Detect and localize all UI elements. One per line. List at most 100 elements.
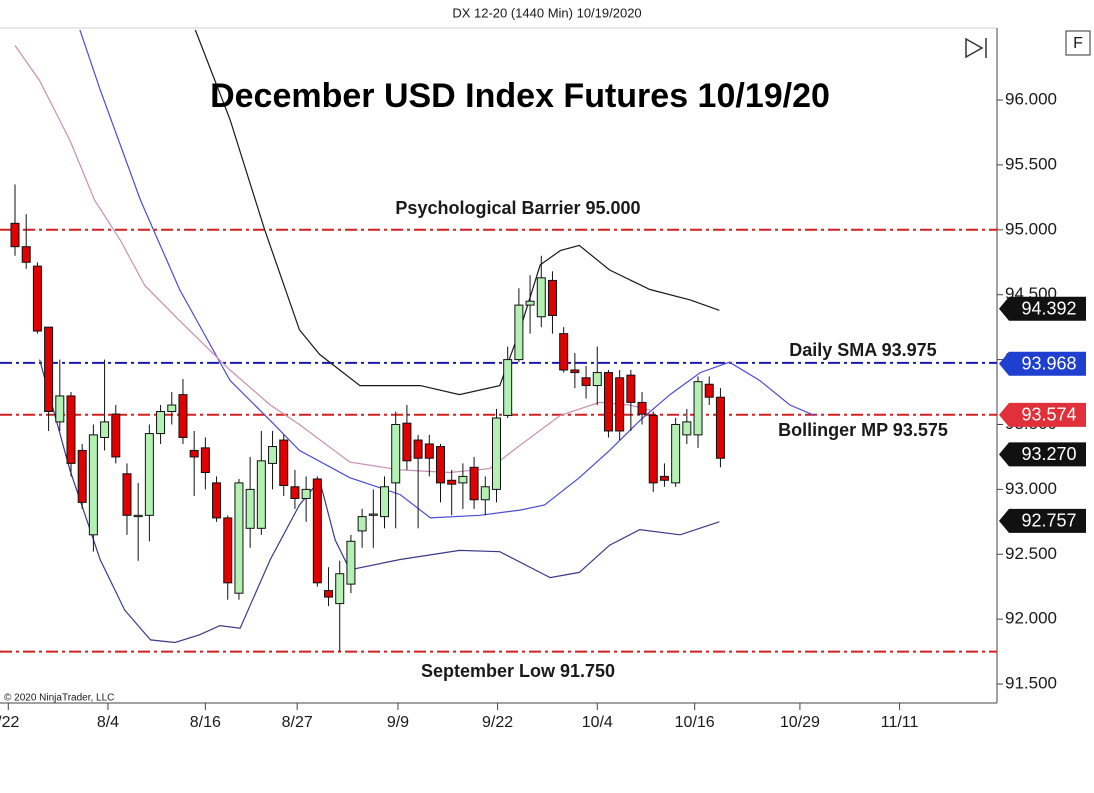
candle-body — [346, 540, 356, 585]
indicator-line — [14, 45, 651, 474]
candle-body — [189, 449, 199, 458]
x-tick-label: 10/4 — [582, 714, 613, 731]
y-tick-label: 96.000 — [1005, 90, 1057, 109]
chart-header: DX 12-20 (1440 Min) 10/19/2020 — [452, 5, 641, 20]
price-tag-label: 93.968 — [1021, 353, 1076, 373]
candle-body — [268, 446, 278, 464]
candle-body — [413, 439, 423, 459]
candle-body — [178, 394, 188, 438]
indicator-line — [194, 29, 720, 396]
x-tick-label: 10/16 — [675, 714, 715, 731]
price-tag — [999, 442, 1086, 467]
level-annotation: September Low 91.750 — [421, 661, 615, 681]
candle-body — [357, 516, 367, 532]
play-icon — [965, 37, 984, 59]
candle-body — [704, 383, 714, 398]
x-tick-label: 9/9 — [387, 714, 409, 731]
indicator-line — [79, 29, 815, 519]
candle-body — [167, 404, 177, 413]
level-annotation: Bollinger MP 93.575 — [778, 420, 948, 440]
candle-body — [592, 372, 602, 387]
y-tick-label: 91.500 — [1005, 674, 1057, 693]
candle-body — [88, 434, 98, 536]
candle-body — [435, 446, 445, 484]
candle-body — [682, 421, 692, 436]
chart-title: December USD Index Futures 10/19/20 — [210, 77, 830, 115]
candle-body — [77, 449, 87, 503]
f-button[interactable]: F — [1065, 30, 1091, 56]
candle-body — [133, 514, 143, 518]
button-label: F — [1073, 35, 1083, 52]
candle-body — [547, 279, 557, 316]
candle-body — [279, 439, 289, 486]
candle-body — [256, 460, 266, 529]
candle-body — [536, 277, 546, 318]
candle-body — [626, 374, 636, 403]
candle-body — [66, 395, 76, 464]
y-tick-label: 93.000 — [1005, 479, 1057, 498]
level-annotation: Psychological Barrier 95.000 — [395, 198, 640, 218]
candle-body — [514, 304, 524, 361]
candle-body — [55, 395, 65, 423]
candle-body — [290, 486, 300, 499]
candle-body — [491, 417, 501, 490]
candle-body — [480, 486, 490, 501]
candle-body — [525, 300, 535, 306]
candle-body — [458, 475, 468, 484]
price-tag-label: 93.270 — [1021, 444, 1076, 464]
y-tick-label: 92.000 — [1005, 609, 1057, 628]
candle-body — [637, 401, 647, 415]
candle-body — [44, 326, 54, 413]
candle-body — [144, 433, 154, 516]
candle-body — [671, 423, 681, 484]
candle-body — [234, 482, 244, 594]
candle-body — [368, 513, 378, 516]
x-tick-label: 9/22 — [482, 714, 513, 731]
candle-body — [212, 482, 222, 519]
candle-body — [469, 466, 479, 501]
price-tag — [999, 296, 1086, 321]
x-tick-label: 8/4 — [97, 714, 119, 731]
scroll-end-button[interactable] — [965, 37, 987, 59]
candle-body — [648, 414, 658, 484]
candle-body — [715, 396, 725, 459]
price-tag — [999, 402, 1086, 427]
candle-body — [21, 246, 31, 263]
candle-body — [312, 478, 322, 584]
candle-body — [32, 265, 42, 332]
button-box — [1065, 30, 1091, 56]
candle-body — [335, 573, 345, 605]
x-tick-label: 10/29 — [780, 714, 820, 731]
x-tick-label: 8/27 — [282, 714, 313, 731]
candle-body — [615, 377, 625, 432]
price-tag — [999, 351, 1086, 376]
x-tick-label: 11/11 — [881, 714, 919, 731]
candle-body — [301, 488, 311, 499]
candle-body — [659, 475, 669, 481]
candle-body — [391, 423, 401, 484]
y-tick-label: 95.000 — [1005, 219, 1057, 238]
candle-body — [111, 413, 121, 458]
copyright: © 2020 NinjaTrader, LLC — [4, 693, 114, 704]
candle-body — [156, 411, 166, 435]
candle-body — [200, 447, 210, 474]
candle-body — [380, 486, 390, 518]
candle-body — [603, 372, 613, 432]
candle-body — [223, 517, 233, 584]
candle-body — [570, 369, 580, 374]
candle-body — [324, 590, 334, 598]
candle-body — [447, 479, 457, 485]
candle-body — [10, 222, 20, 248]
candle-body — [122, 473, 132, 516]
candle-body — [503, 359, 513, 416]
candle-body — [424, 443, 434, 459]
price-tag-label: 93.574 — [1021, 405, 1076, 425]
price-tag — [999, 508, 1086, 533]
candle-body — [693, 381, 703, 436]
candle-body — [559, 333, 569, 371]
y-tick-label: 95.500 — [1005, 154, 1057, 173]
candle-body — [100, 421, 110, 438]
candle-body — [245, 488, 255, 529]
